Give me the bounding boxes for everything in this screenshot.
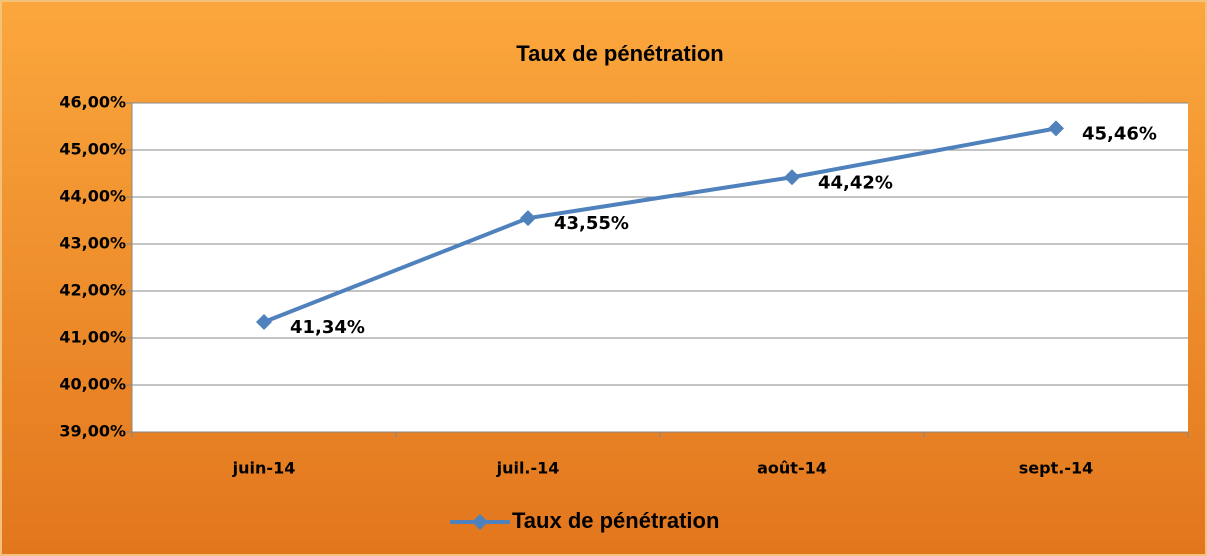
data-point [256,314,272,331]
x-tick-label: juil.-14 [496,459,560,478]
data-label: 44,42% [818,172,893,193]
y-tick-label: 39,00% [59,422,126,441]
data-point [784,169,800,186]
y-tick-label: 45,00% [59,140,126,159]
data-point [1048,120,1064,137]
y-tick-label: 42,00% [59,281,126,300]
legend-label: Taux de pénétration [512,508,719,533]
y-tick-label: 43,00% [59,234,126,253]
x-tick-label: sept.-14 [1019,459,1093,478]
y-tick-label: 44,00% [59,187,126,206]
series-line [263,126,1057,324]
y-tick-label: 46,00% [59,93,126,112]
y-tick-label: 41,00% [59,328,126,347]
chart-title: Taux de pénétration [516,41,723,66]
y-tick-label: 40,00% [59,375,126,394]
data-point [520,210,536,227]
x-tick-label: juin-14 [232,459,296,478]
x-tick-label: août-14 [757,459,827,478]
data-label: 45,46% [1082,123,1157,144]
legend-marker [472,514,488,530]
data-label: 41,34% [290,317,365,338]
data-label: 43,55% [554,213,629,234]
plot-area [132,103,1188,432]
